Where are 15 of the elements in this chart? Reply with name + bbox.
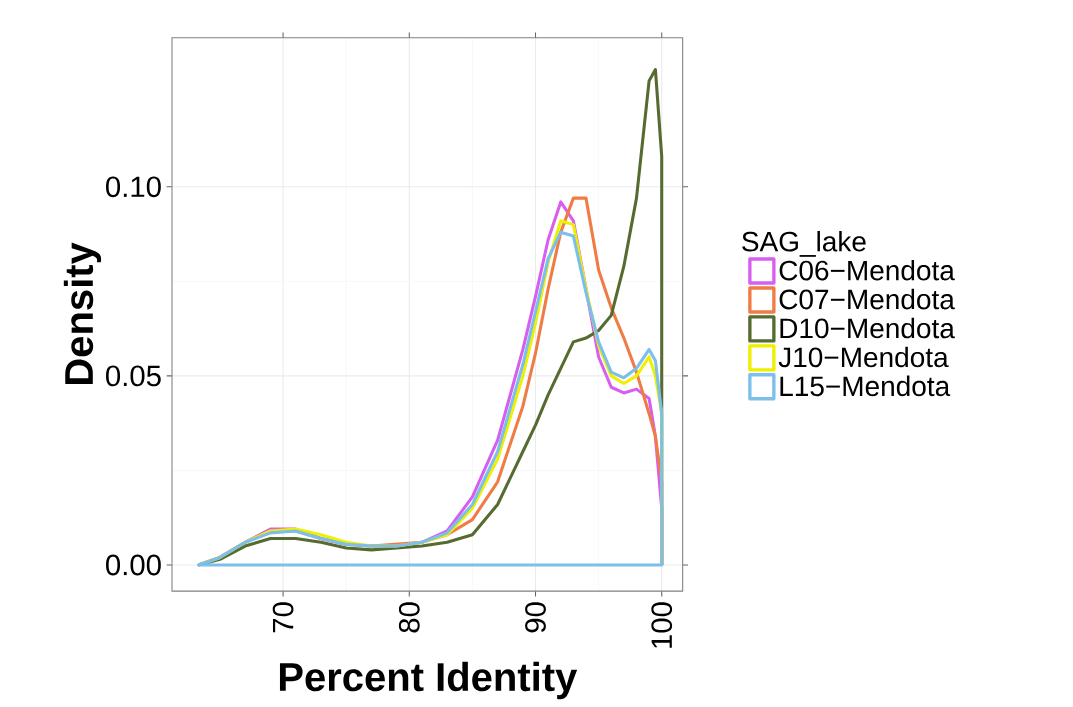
- legend-label: D10−Mendota: [780, 317, 955, 339]
- y-axis-title: Density: [63, 242, 102, 385]
- legend-title: SAG_lake: [742, 230, 866, 257]
- legend-label: J10−Mendota: [778, 346, 949, 368]
- x-tick-label: 70: [272, 602, 294, 633]
- y-tick-label: 0.00: [106, 554, 161, 576]
- x-tick-label: 100: [651, 602, 673, 648]
- y-tick-label: 0.05: [106, 365, 161, 387]
- x-axis-title: Percent Identity: [279, 661, 578, 700]
- legend-label: C07−Mendota: [779, 288, 955, 310]
- legend-label: C06−Mendota: [779, 259, 955, 281]
- x-tick-label: 90: [525, 602, 546, 633]
- x-tick-label: 80: [398, 602, 420, 633]
- legend-label: L15−Mendota: [780, 375, 951, 397]
- y-tick-label: 0.10: [106, 176, 161, 198]
